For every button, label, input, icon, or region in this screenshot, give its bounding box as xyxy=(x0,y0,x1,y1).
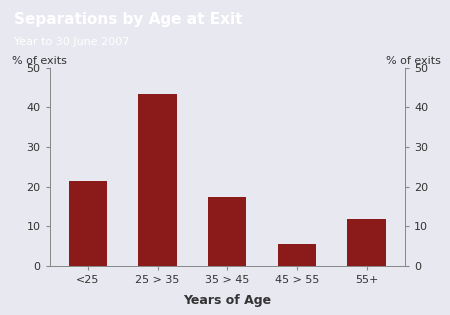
Bar xyxy=(347,219,386,266)
Bar xyxy=(278,244,316,266)
Text: Separations by Age at Exit: Separations by Age at Exit xyxy=(14,12,242,27)
Text: % of exits: % of exits xyxy=(386,56,441,66)
Bar xyxy=(139,94,177,266)
Text: Year to 30 June 2007: Year to 30 June 2007 xyxy=(14,37,129,48)
Bar xyxy=(208,197,247,266)
Text: % of exits: % of exits xyxy=(12,56,67,66)
Bar xyxy=(69,181,107,266)
X-axis label: Years of Age: Years of Age xyxy=(183,294,271,306)
